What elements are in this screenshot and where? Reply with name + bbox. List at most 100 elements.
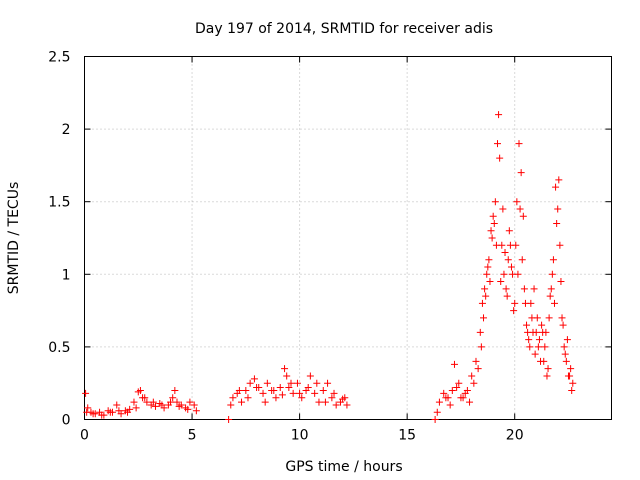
data-point bbox=[151, 402, 159, 410]
data-point bbox=[311, 389, 319, 397]
data-point bbox=[431, 416, 439, 423]
data-point bbox=[450, 360, 458, 368]
data-point bbox=[173, 398, 181, 406]
data-point bbox=[83, 408, 91, 416]
data-point bbox=[143, 398, 151, 406]
data-point bbox=[555, 176, 563, 184]
data-point bbox=[169, 394, 177, 402]
data-point bbox=[568, 386, 576, 394]
data-point bbox=[281, 365, 289, 373]
data-point bbox=[278, 391, 286, 399]
data-point bbox=[500, 270, 508, 278]
data-point bbox=[130, 398, 138, 406]
data-point bbox=[304, 384, 312, 392]
data-point bbox=[505, 227, 513, 235]
data-point bbox=[106, 408, 114, 416]
data-point bbox=[250, 375, 258, 383]
data-point bbox=[272, 394, 280, 402]
data-point bbox=[477, 343, 485, 351]
data-point bbox=[242, 386, 250, 394]
y-axis-label: SRMTID / TECUs bbox=[6, 182, 22, 295]
data-point bbox=[440, 389, 448, 397]
data-point bbox=[540, 357, 548, 365]
data-point bbox=[550, 299, 558, 307]
data-point bbox=[495, 111, 503, 119]
data-point bbox=[529, 328, 537, 336]
data-point bbox=[547, 285, 555, 293]
data-point bbox=[490, 219, 498, 227]
x-tick-label: 5 bbox=[188, 428, 197, 444]
data-point bbox=[113, 401, 121, 409]
data-point bbox=[480, 314, 488, 322]
data-point bbox=[190, 401, 198, 409]
data-point bbox=[525, 336, 533, 344]
data-point bbox=[293, 379, 301, 387]
data-point bbox=[186, 398, 194, 406]
data-point bbox=[485, 256, 493, 264]
data-point bbox=[115, 407, 123, 415]
data-point bbox=[533, 314, 541, 322]
data-point bbox=[136, 386, 144, 394]
data-point bbox=[552, 183, 560, 191]
data-point bbox=[514, 270, 522, 278]
data-point bbox=[448, 386, 456, 394]
data-point bbox=[561, 350, 569, 358]
data-point bbox=[332, 401, 340, 409]
data-point bbox=[515, 140, 523, 148]
data-point bbox=[497, 278, 505, 286]
data-point bbox=[496, 154, 504, 162]
data-point bbox=[482, 292, 490, 300]
data-point bbox=[229, 394, 237, 402]
data-point bbox=[488, 234, 496, 242]
data-point bbox=[481, 285, 489, 293]
data-point bbox=[510, 307, 518, 315]
data-point bbox=[470, 379, 478, 387]
data-point bbox=[442, 394, 450, 402]
data-point bbox=[435, 398, 443, 406]
data-point bbox=[520, 285, 528, 293]
data-point bbox=[553, 219, 561, 227]
y-tick-label: 1.5 bbox=[48, 195, 70, 211]
data-point bbox=[235, 386, 243, 394]
data-point bbox=[558, 314, 566, 322]
data-point bbox=[306, 372, 314, 380]
data-point bbox=[184, 405, 192, 413]
data-point bbox=[476, 328, 484, 336]
tick-layer: 0 5 10 15 20 0 0.5 1 1.5 2 2.5 bbox=[48, 50, 612, 444]
plot-frame bbox=[84, 56, 612, 420]
data-point bbox=[98, 411, 106, 419]
data-point bbox=[466, 398, 474, 406]
y-tick-label: 0 bbox=[62, 413, 71, 429]
data-point bbox=[296, 389, 304, 397]
data-point bbox=[546, 292, 554, 300]
data-points bbox=[82, 111, 577, 423]
data-point bbox=[499, 205, 507, 213]
data-point bbox=[253, 384, 261, 392]
x-axis-label: GPS time / hours bbox=[285, 459, 402, 475]
data-point bbox=[516, 205, 524, 213]
data-point bbox=[489, 212, 497, 220]
data-point bbox=[534, 343, 542, 351]
data-point bbox=[543, 372, 551, 380]
data-point bbox=[563, 336, 571, 344]
data-point bbox=[270, 386, 278, 394]
data-point bbox=[483, 270, 491, 278]
data-point bbox=[446, 401, 454, 409]
data-point bbox=[328, 394, 336, 402]
data-point bbox=[457, 394, 465, 402]
chart-title: Day 197 of 2014, SRMTID for receiver adi… bbox=[195, 21, 493, 37]
data-point bbox=[507, 263, 515, 271]
data-point bbox=[487, 227, 495, 235]
data-point bbox=[313, 379, 321, 387]
data-point bbox=[544, 365, 552, 373]
data-point bbox=[283, 372, 291, 380]
data-point bbox=[321, 398, 329, 406]
data-point bbox=[527, 299, 535, 307]
data-point bbox=[433, 408, 441, 416]
data-point bbox=[82, 389, 90, 397]
data-point bbox=[455, 379, 463, 387]
data-point bbox=[339, 395, 347, 403]
data-point bbox=[298, 394, 306, 402]
x-tick-label: 20 bbox=[506, 428, 524, 444]
